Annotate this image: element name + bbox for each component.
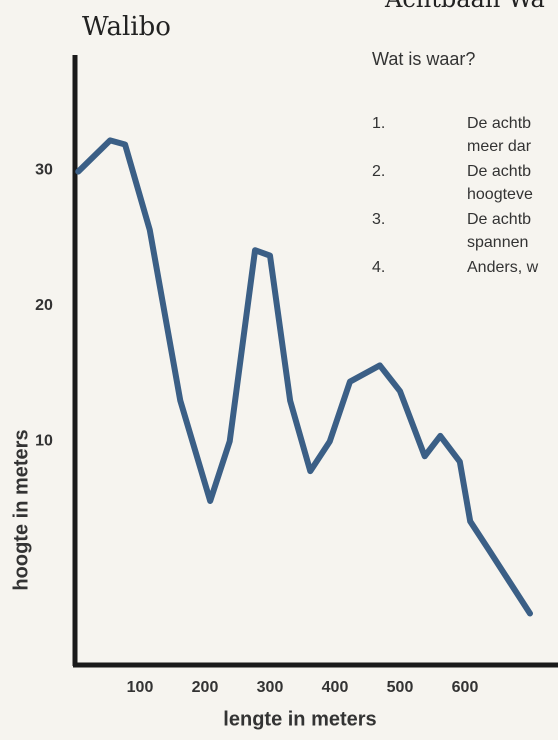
option-text: De achtb	[467, 163, 532, 180]
option-text: De achtb	[467, 211, 532, 228]
x-tick-label: 400	[322, 679, 349, 696]
question: Wat is waar?	[372, 49, 476, 69]
option-text: hoogteve	[467, 186, 533, 203]
option-number: 2.	[372, 163, 386, 180]
x-axis-label: lengte in meters	[223, 708, 376, 730]
option-text: spannen	[467, 234, 529, 251]
x-tick-label: 500	[387, 679, 414, 696]
x-tick-label: 300	[257, 679, 284, 696]
heading: Achtbaan Wa	[385, 0, 545, 11]
option-number: 3.	[372, 211, 386, 228]
line	[75, 137, 533, 617]
chart-title: Walibo	[82, 12, 171, 42]
x-tick-label: 600	[452, 679, 479, 696]
option-number: 4.	[372, 259, 386, 276]
option-number: 1.	[372, 115, 386, 132]
y-tick-label: 10	[35, 433, 53, 450]
y-tick-label: 30	[35, 161, 53, 178]
option-text: De achtb	[467, 115, 532, 132]
x-tick-label: 100	[127, 679, 154, 696]
x-tick-label: 200	[192, 679, 219, 696]
y-axis-label: hoogte in meters	[10, 429, 32, 590]
option-text: Anders, w	[467, 259, 539, 276]
option-text: meer dar	[467, 138, 532, 155]
y-tick-label: 20	[35, 297, 53, 314]
